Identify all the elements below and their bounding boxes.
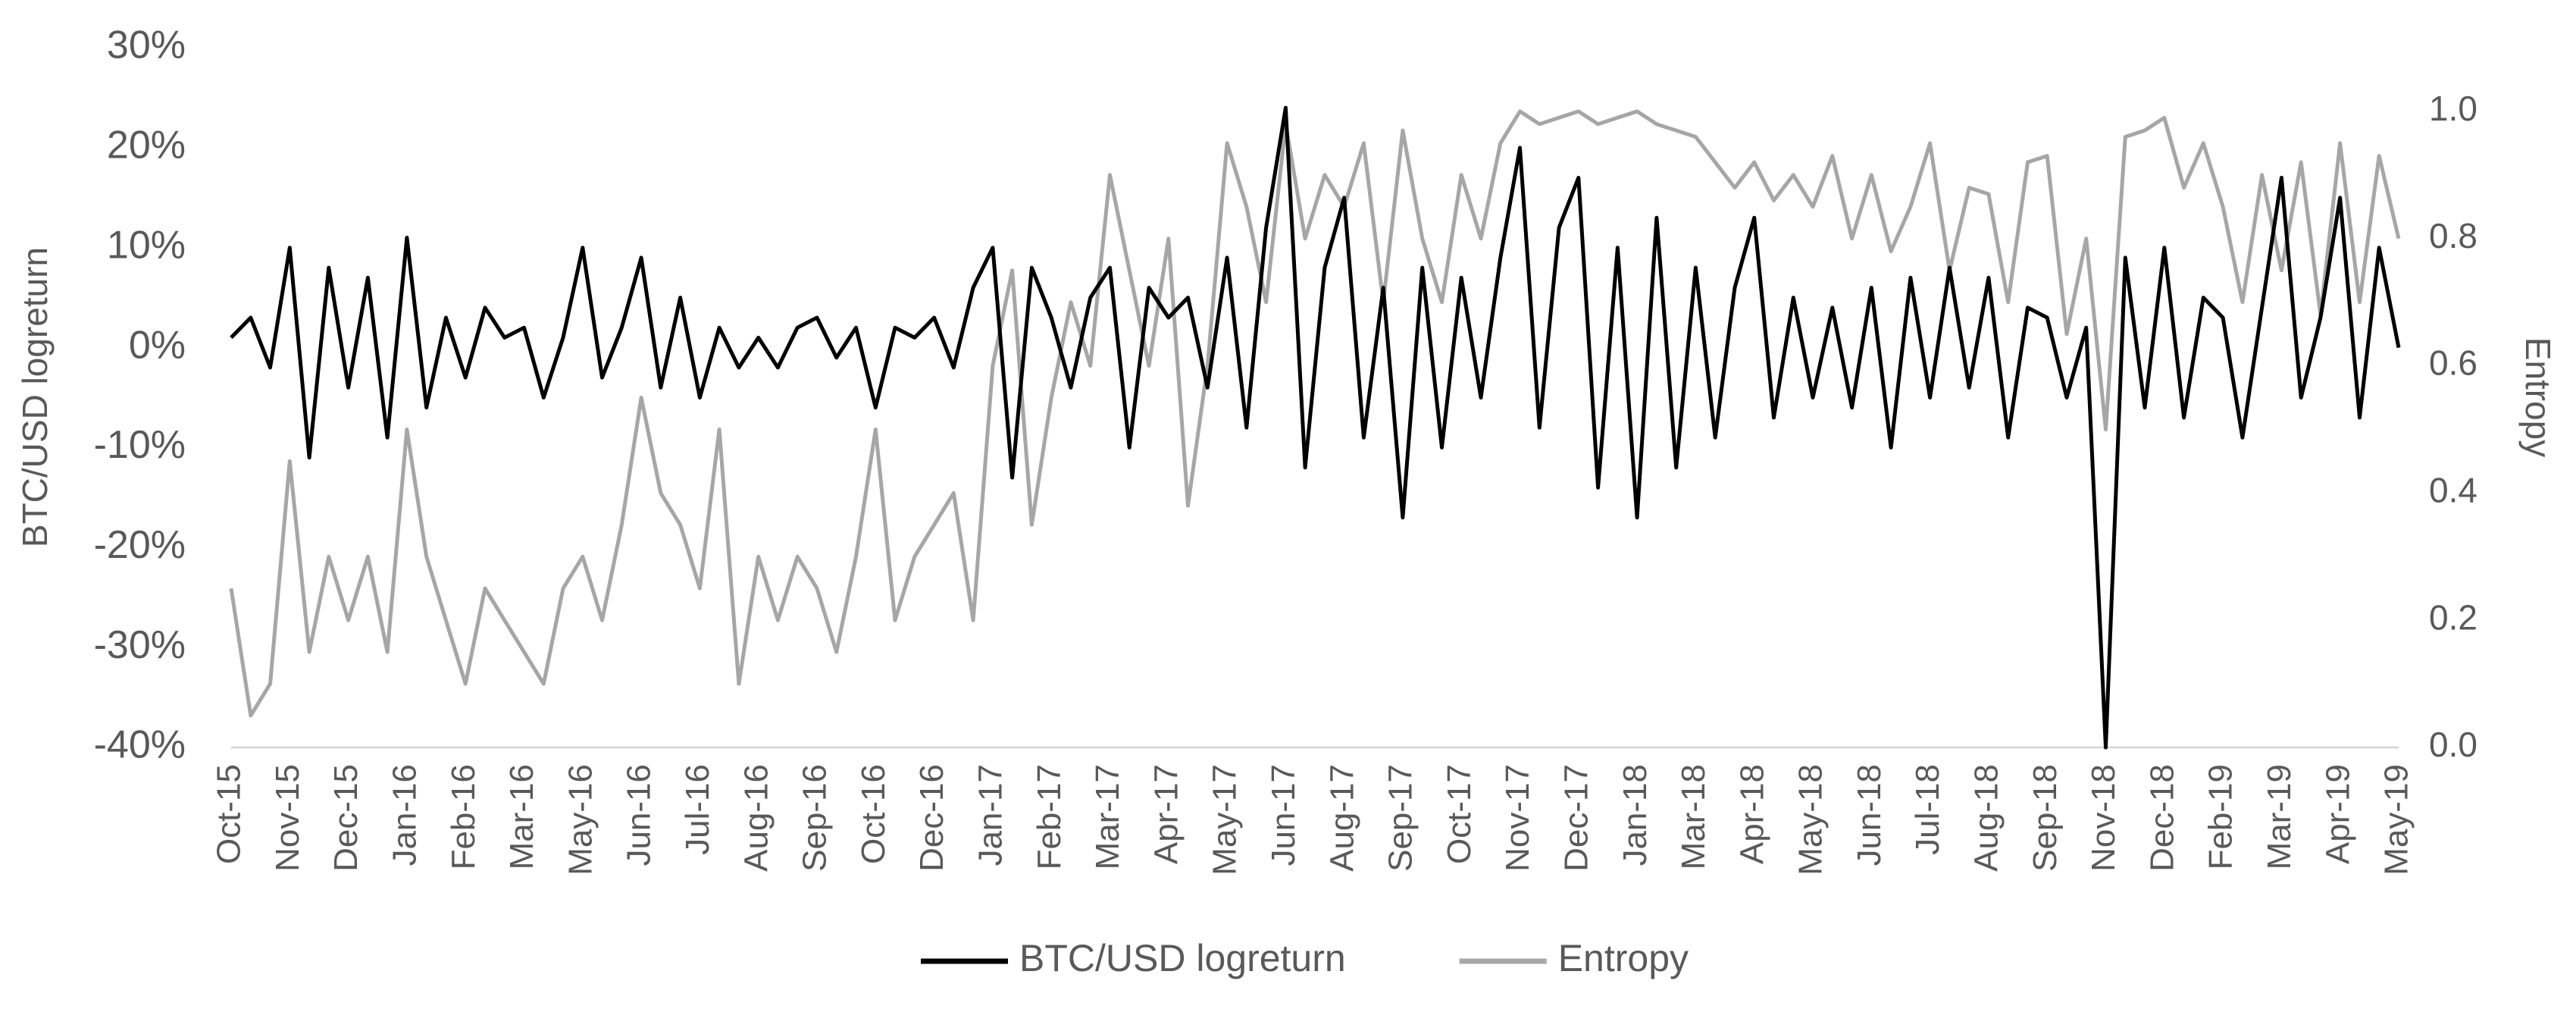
series-line	[229, 109, 2401, 718]
x-tick-label: Apr-19	[2319, 764, 2356, 864]
y2-tick-label: 1.0	[2429, 89, 2477, 128]
x-tick-label: Apr-17	[1147, 764, 1185, 864]
y-tick-label: 20%	[107, 124, 186, 168]
x-tick-label: Feb-19	[2202, 764, 2240, 869]
x-tick-label: Sep-17	[1382, 764, 1419, 872]
x-tick-label: Sep-18	[2027, 764, 2064, 872]
legend-label: BTC/USD logreturn	[1019, 937, 1346, 979]
x-tick-label: May-17	[1207, 764, 1244, 876]
x-tick-label: Mar-19	[2261, 764, 2298, 869]
y2-axis-title: Entropy	[2518, 337, 2558, 458]
x-tick-label: Jan-18	[1617, 764, 1654, 866]
x-tick-label: Mar-17	[1089, 764, 1126, 869]
x-tick-label: Nov-15	[269, 764, 306, 872]
x-tick-label: Feb-16	[445, 764, 482, 869]
series-line	[230, 105, 2401, 750]
x-tick-label: Nov-18	[2085, 764, 2122, 872]
x-tick-label: Feb-17	[1031, 764, 1068, 869]
x-tick-label: Sep-16	[797, 764, 834, 872]
y2-tick-label: 0.8	[2429, 216, 2477, 255]
x-tick-label: Dec-17	[1557, 764, 1595, 872]
y-tick-label: -30%	[94, 623, 186, 667]
x-tick-label: Mar-16	[503, 764, 540, 869]
y-tick-label: -20%	[94, 523, 186, 567]
x-tick-label: Aug-17	[1323, 764, 1360, 872]
y-tick-label: 0%	[129, 323, 186, 367]
x-tick-label: Aug-16	[737, 764, 775, 872]
x-tick-label: Jul-18	[1909, 764, 1946, 855]
x-tick-label: May-19	[2378, 764, 2415, 876]
x-tick-label: Apr-18	[1733, 764, 1770, 864]
x-tick-label: Oct-17	[1441, 764, 1478, 864]
x-tick-label: Dec-18	[2143, 764, 2180, 872]
x-tick-label: May-16	[562, 764, 599, 876]
x-tick-label: Oct-16	[855, 764, 892, 864]
x-tick-label: Jun-18	[1851, 764, 1888, 866]
y-tick-label: 10%	[107, 223, 186, 267]
x-tick-label: Jun-16	[621, 764, 658, 866]
x-tick-label: Aug-18	[1968, 764, 2005, 872]
x-tick-label: Dec-15	[327, 764, 365, 872]
y-tick-label: -10%	[94, 423, 186, 467]
x-tick-label: Jan-17	[972, 764, 1009, 866]
y-tick-label: -40%	[94, 723, 186, 767]
x-tick-label: Jan-16	[387, 764, 424, 866]
y2-tick-label: 0.2	[2429, 597, 2477, 637]
x-tick-label: Jul-16	[679, 764, 716, 855]
y2-tick-label: 0.0	[2429, 725, 2477, 764]
x-tick-label: Oct-15	[211, 764, 248, 864]
x-tick-label: Mar-18	[1675, 764, 1712, 869]
y2-tick-label: 0.4	[2429, 471, 2477, 510]
y2-tick-label: 0.6	[2429, 343, 2477, 383]
x-tick-label: May-18	[1792, 764, 1829, 876]
x-tick-label: Dec-16	[913, 764, 950, 872]
legend-label: Entropy	[1558, 937, 1689, 979]
y-axis-title: BTC/USD logreturn	[15, 247, 55, 547]
x-tick-label: Jun-17	[1265, 764, 1302, 866]
x-tick-label: Nov-17	[1499, 764, 1536, 872]
y-tick-label: 30%	[107, 23, 186, 67]
